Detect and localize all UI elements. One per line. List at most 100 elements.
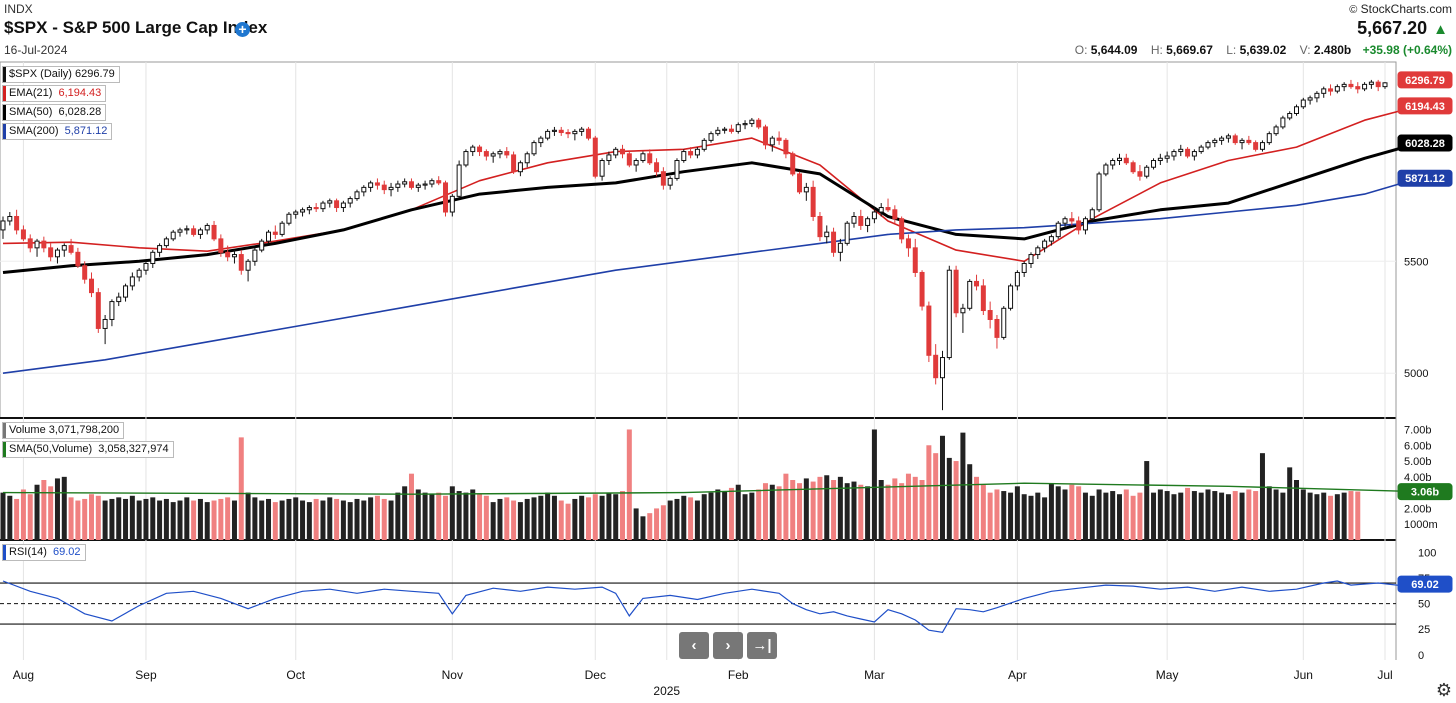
rsi-tick-label: 25 bbox=[1418, 624, 1430, 636]
volume-bar bbox=[102, 500, 108, 540]
gear-icon[interactable]: ⚙ bbox=[1435, 680, 1452, 700]
volume-bar bbox=[1082, 492, 1088, 540]
legend-rsi-value: 69.02 bbox=[52, 546, 81, 558]
volume-bar bbox=[197, 498, 203, 540]
legend-vol-sma-value: 3,058,327,974 bbox=[98, 443, 169, 455]
candle-body bbox=[415, 184, 421, 188]
candle-body bbox=[1375, 81, 1381, 88]
low-label: L: bbox=[1226, 43, 1237, 57]
volume-bar bbox=[878, 480, 884, 540]
legend-volume-value: 3,071,798,200 bbox=[48, 424, 120, 436]
volume-bar bbox=[776, 486, 782, 540]
candle-body bbox=[1362, 83, 1368, 90]
candle-body bbox=[1028, 254, 1034, 265]
candle-body bbox=[946, 269, 952, 359]
volume-bar bbox=[1042, 497, 1048, 540]
candle-body bbox=[831, 231, 837, 253]
volume-bar bbox=[756, 489, 762, 540]
volume-bar bbox=[402, 486, 408, 540]
volume-bar bbox=[538, 495, 544, 540]
x-tick-label: Aug bbox=[13, 668, 34, 682]
scroll-left-button[interactable]: ‹ bbox=[679, 632, 709, 659]
volume-bar bbox=[68, 497, 74, 540]
volume-bar bbox=[1198, 492, 1204, 540]
volume-bar bbox=[497, 498, 503, 540]
volume-bar bbox=[946, 457, 952, 540]
candle-body bbox=[388, 186, 394, 191]
volume-bar bbox=[633, 508, 639, 540]
volume-bar bbox=[1028, 495, 1034, 540]
volume-bar bbox=[797, 483, 803, 540]
chart-date: 16-Jul-2024 bbox=[4, 43, 68, 57]
volume-bar bbox=[585, 497, 591, 540]
scroll-right-button[interactable]: › bbox=[713, 632, 743, 659]
volume-bar bbox=[191, 500, 197, 540]
ema21-tag: 6194.43 bbox=[1405, 101, 1445, 113]
volume-bar bbox=[1334, 494, 1340, 540]
volume-bar bbox=[742, 494, 748, 540]
volume-bar bbox=[858, 484, 864, 540]
candle-body bbox=[14, 215, 20, 231]
candle-body bbox=[1042, 240, 1048, 249]
price-tag: 6296.79 bbox=[1405, 75, 1445, 87]
candle-body bbox=[1212, 139, 1218, 144]
candle-body bbox=[61, 245, 67, 251]
volume-bar bbox=[286, 498, 292, 540]
volume-bar bbox=[443, 495, 449, 540]
volume-bar bbox=[899, 483, 905, 540]
volume-bar bbox=[1089, 495, 1095, 540]
volume-bar bbox=[1116, 494, 1122, 540]
volume-bar bbox=[340, 500, 346, 540]
candle-body bbox=[1082, 218, 1088, 231]
candle-body bbox=[1001, 307, 1007, 338]
candle-body bbox=[1171, 151, 1177, 157]
candle-body bbox=[252, 249, 258, 262]
candle-body bbox=[89, 278, 95, 294]
candle-body bbox=[1008, 285, 1014, 309]
candle-body bbox=[20, 229, 26, 240]
candle-body bbox=[1062, 218, 1068, 224]
volume-bar bbox=[1171, 494, 1177, 540]
volume-bar bbox=[1062, 489, 1068, 540]
scroll-end-button[interactable]: →| bbox=[747, 632, 777, 659]
volume-bar bbox=[1205, 489, 1211, 540]
volume-bar bbox=[817, 476, 823, 540]
volume-bar bbox=[892, 478, 898, 540]
volume-bar bbox=[504, 497, 510, 540]
add-symbol-icon[interactable]: + bbox=[235, 22, 250, 37]
candle-body bbox=[1151, 160, 1157, 168]
volume-bar bbox=[1191, 491, 1197, 540]
volume-bar bbox=[980, 484, 986, 540]
volume-bar bbox=[640, 516, 646, 540]
candle-body bbox=[381, 184, 387, 191]
candle-body bbox=[592, 137, 598, 177]
candle-body bbox=[1280, 117, 1286, 128]
candle-body bbox=[545, 130, 551, 139]
candle-body bbox=[163, 238, 169, 247]
candle-body bbox=[769, 137, 775, 146]
volume-bar bbox=[408, 473, 414, 540]
candle-body bbox=[1014, 271, 1020, 287]
candle-body bbox=[143, 263, 149, 271]
volume-bar bbox=[279, 500, 285, 540]
volume-bar bbox=[803, 478, 809, 540]
candle-body bbox=[1055, 222, 1061, 238]
volume-bar bbox=[477, 494, 483, 540]
volume-tick-label: 4.00b bbox=[1404, 472, 1432, 484]
volume-bar bbox=[871, 429, 877, 540]
candle-body bbox=[477, 146, 483, 153]
candle-body bbox=[470, 146, 476, 153]
candle-body bbox=[599, 160, 605, 177]
volume-bar bbox=[885, 484, 891, 540]
candle-body bbox=[1048, 236, 1054, 242]
volume-bar bbox=[41, 480, 47, 540]
candle-body bbox=[1334, 86, 1340, 92]
volume-bar bbox=[592, 494, 598, 540]
open-value: 5,644.09 bbox=[1090, 43, 1138, 57]
legend-sma200: SMA(200) 5,871.12 bbox=[2, 123, 113, 140]
volume-bar bbox=[334, 498, 340, 540]
volume-bar bbox=[572, 498, 578, 540]
volume-bar bbox=[1293, 480, 1299, 540]
candle-body bbox=[456, 164, 462, 197]
